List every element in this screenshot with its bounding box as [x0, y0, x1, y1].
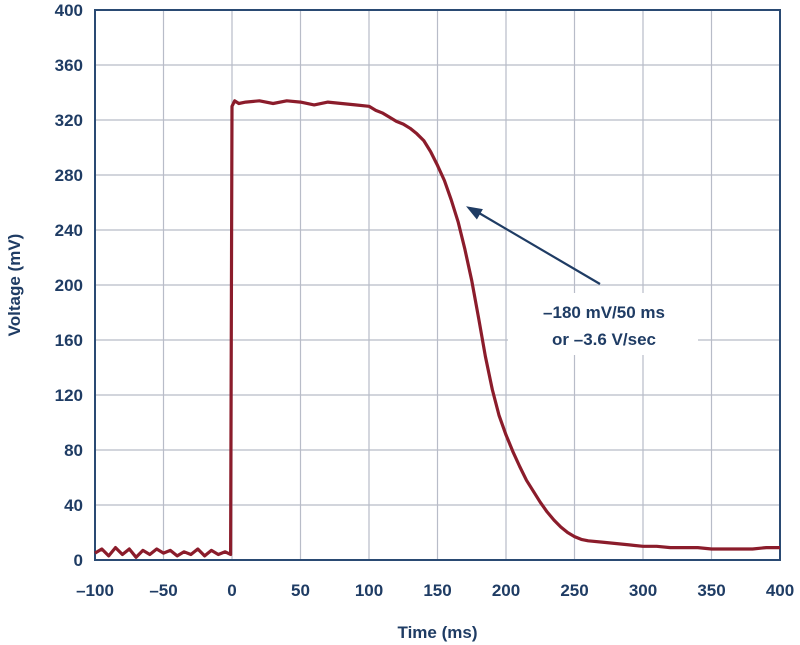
y-tick-label: 360	[55, 56, 83, 75]
x-tick-label: 250	[560, 581, 588, 600]
x-tick-label: 200	[492, 581, 520, 600]
y-tick-label: 200	[55, 276, 83, 295]
y-tick-label: 280	[55, 166, 83, 185]
x-tick-label: 100	[355, 581, 383, 600]
y-tick-label: 0	[74, 551, 83, 570]
x-tick-label: –100	[76, 581, 114, 600]
x-axis-title: Time (ms)	[398, 623, 478, 642]
x-axis-ticks: –100 –50 0 50 100 150 200 250 300 350 400	[76, 581, 794, 600]
y-tick-label: 240	[55, 221, 83, 240]
x-tick-label: 50	[291, 581, 310, 600]
y-tick-label: 160	[55, 331, 83, 350]
slope-annotation: –180 mV/50 ms or –3.6 V/sec	[466, 206, 698, 355]
annotation-arrow-line	[475, 210, 601, 285]
x-tick-label: 350	[697, 581, 725, 600]
y-axis-ticks: 0 40 80 120 160 200 240 280 320 360 400	[55, 1, 83, 570]
y-tick-label: 400	[55, 1, 83, 20]
plot-frame	[94, 9, 781, 561]
x-tick-label: 150	[423, 581, 451, 600]
y-tick-label: 320	[55, 111, 83, 130]
y-tick-label: 40	[64, 496, 83, 515]
x-tick-label: 400	[766, 581, 794, 600]
x-tick-label: –50	[149, 581, 177, 600]
y-axis-title: Voltage (mV)	[5, 234, 24, 337]
y-tick-label: 120	[55, 386, 83, 405]
voltage-series-line	[94, 99, 780, 559]
annotation-line-1: –180 mV/50 ms	[543, 303, 665, 322]
x-tick-label: 0	[227, 581, 236, 600]
annotation-line-2: or –3.6 V/sec	[552, 330, 656, 349]
x-tick-label: 300	[629, 581, 657, 600]
annotation-arrow-head	[466, 206, 483, 220]
annotation-background	[508, 293, 698, 355]
grid	[95, 10, 780, 560]
y-tick-label: 80	[64, 441, 83, 460]
